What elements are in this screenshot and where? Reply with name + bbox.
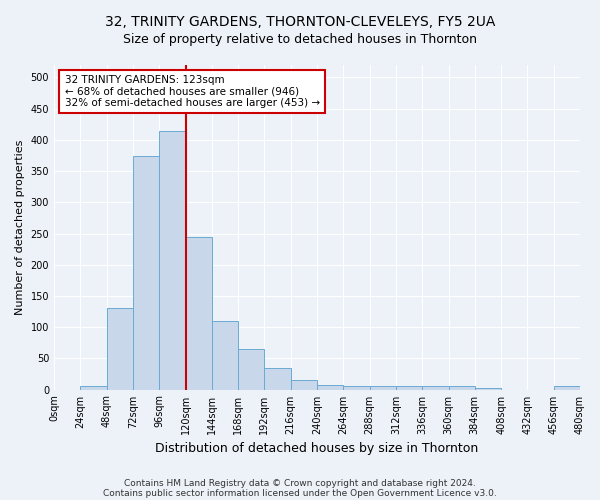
Text: 32, TRINITY GARDENS, THORNTON-CLEVELEYS, FY5 2UA: 32, TRINITY GARDENS, THORNTON-CLEVELEYS,…	[105, 15, 495, 29]
Bar	[133, 156, 159, 390]
Bar	[317, 384, 343, 390]
Bar	[422, 386, 449, 390]
Text: 32 TRINITY GARDENS: 123sqm
← 68% of detached houses are smaller (946)
32% of sem: 32 TRINITY GARDENS: 123sqm ← 68% of deta…	[65, 74, 320, 108]
Text: Size of property relative to detached houses in Thornton: Size of property relative to detached ho…	[123, 32, 477, 46]
Bar	[238, 349, 265, 390]
Text: Contains HM Land Registry data © Crown copyright and database right 2024.: Contains HM Land Registry data © Crown c…	[124, 478, 476, 488]
Text: Contains public sector information licensed under the Open Government Licence v3: Contains public sector information licen…	[103, 488, 497, 498]
Bar	[370, 386, 396, 390]
Bar	[291, 380, 317, 390]
Bar	[212, 321, 238, 390]
Bar	[107, 308, 133, 390]
Bar	[396, 386, 422, 390]
Bar	[449, 386, 475, 390]
Bar	[159, 130, 185, 390]
Bar	[265, 368, 291, 390]
Bar	[475, 388, 501, 390]
Bar	[343, 386, 370, 390]
Y-axis label: Number of detached properties: Number of detached properties	[15, 140, 25, 315]
Bar	[554, 386, 580, 390]
Bar	[80, 386, 107, 390]
X-axis label: Distribution of detached houses by size in Thornton: Distribution of detached houses by size …	[155, 442, 479, 455]
Bar	[185, 236, 212, 390]
